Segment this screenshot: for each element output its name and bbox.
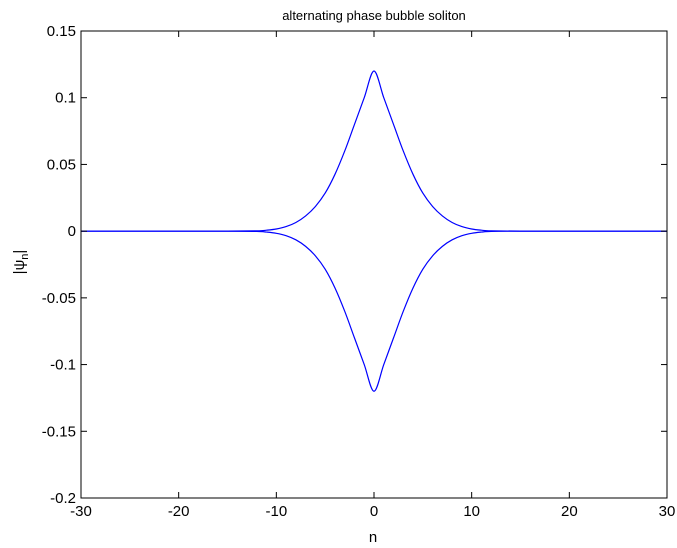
- series-line-1: [80, 70, 667, 232]
- y-tick-label: -0.2: [50, 490, 76, 507]
- x-tick-label: 10: [463, 503, 480, 520]
- y-axis-label: |ψn|: [11, 250, 31, 275]
- y-tick-label: -0.15: [42, 423, 76, 440]
- plot-area: [80, 70, 667, 392]
- axes: -30 -20 -10 0 10 20 30 -0.2 -0.15 -0.1 -0.05 0 0.05 0…: [42, 23, 676, 520]
- y-axis-label-main: |ψ: [11, 260, 28, 275]
- y-tick-label: -0.1: [50, 357, 76, 374]
- y-tick-label: -0.05: [42, 290, 76, 307]
- y-axis-label-sub: n: [19, 254, 31, 260]
- x-tick-label: 30: [659, 503, 676, 520]
- x-tick-label: 20: [561, 503, 578, 520]
- chart-title: alternating phase bubble soliton: [282, 8, 466, 23]
- series-line-2: [80, 230, 667, 392]
- x-tick-label: -20: [168, 503, 190, 520]
- axes-box: [80, 30, 668, 499]
- x-axis-label: n: [369, 529, 377, 546]
- y-axis-label-tail: |: [11, 250, 28, 254]
- x-tick-label: 0: [370, 503, 378, 520]
- y-tick-label: 0.15: [47, 23, 76, 40]
- y-tick-label: 0: [68, 223, 76, 240]
- x-tick-label: -10: [265, 503, 287, 520]
- x-tick-label: -30: [70, 503, 92, 520]
- y-tick-label: 0.1: [55, 90, 76, 107]
- y-tick-label: 0.05: [47, 156, 76, 173]
